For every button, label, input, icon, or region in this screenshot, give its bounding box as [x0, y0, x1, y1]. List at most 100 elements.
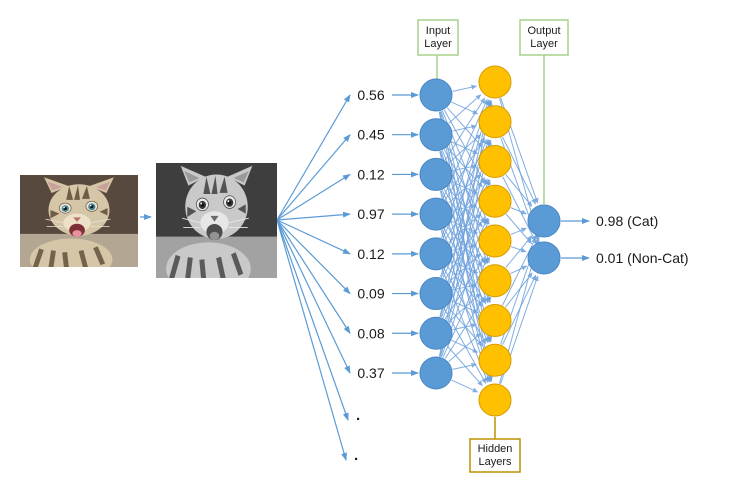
grayscale-cat-image [156, 163, 277, 278]
edge [443, 268, 487, 345]
edge [452, 164, 477, 172]
output-layer-box-line1: Output [527, 25, 560, 37]
layer-label-boxes: Input Layer Output Layer Hidden Layers [417, 19, 569, 473]
cat-body-stripes [168, 252, 244, 278]
input-value-label: 0.37 [357, 365, 384, 381]
edge [443, 109, 487, 186]
input-value-label: 0.08 [357, 325, 384, 341]
edge [501, 274, 537, 346]
cat-whiskers [45, 218, 111, 227]
edge [452, 323, 477, 331]
cat-tongue [72, 230, 82, 237]
edge [451, 101, 479, 115]
edge [510, 265, 528, 275]
hidden-layers-box-line2: Layers [478, 456, 512, 468]
edge [444, 296, 486, 359]
cat-body-stripes [32, 246, 106, 267]
edge [443, 189, 487, 265]
edge [438, 100, 493, 357]
edge [444, 97, 486, 161]
edge [446, 186, 483, 228]
cat-nose [210, 215, 219, 222]
input-value-label: 0.97 [357, 206, 384, 222]
input-node [419, 277, 453, 311]
input-value-label: 0.56 [357, 87, 384, 103]
hidden-node [478, 145, 512, 178]
edge [452, 283, 477, 291]
edge [452, 243, 477, 251]
fan-arrow [276, 219, 351, 295]
output-layer-box-label: Output Layer [527, 25, 560, 50]
input-value-label: 0.12 [357, 166, 384, 182]
edge [446, 147, 483, 188]
edge [439, 100, 492, 317]
edge [452, 124, 477, 132]
cat-eye-right [223, 195, 237, 209]
cat-tongue [209, 231, 220, 241]
fan-arrow [276, 211, 351, 221]
edge [452, 84, 477, 92]
input-node [419, 197, 453, 231]
cat-nose [73, 217, 81, 222]
edge [446, 107, 483, 148]
hidden-layers-box [469, 438, 521, 473]
label-connectors [436, 55, 545, 439]
fan-arrow [276, 219, 351, 335]
input-node [419, 78, 453, 112]
hidden-node [478, 184, 512, 218]
edge [443, 228, 487, 305]
hidden-node [478, 343, 512, 377]
edge [502, 176, 536, 242]
input-node [419, 237, 453, 271]
fan-arrow [276, 173, 351, 221]
color-cat-image [20, 175, 138, 267]
edge [439, 139, 492, 357]
output-layer-box [519, 19, 569, 56]
input-node [419, 316, 453, 350]
input-value-label: 0.09 [357, 286, 384, 302]
output-label-noncat: 0.01 (Non-Cat) [596, 250, 689, 266]
edge [452, 203, 477, 211]
input-value-label: 0.45 [357, 127, 384, 143]
hidden-node [478, 304, 512, 337]
cat-whiskers [182, 217, 249, 228]
hidden-node [478, 105, 512, 139]
edge [452, 362, 477, 370]
hidden-node [478, 383, 512, 417]
ellipsis-dot: . [356, 407, 360, 424]
fan-arrow [276, 219, 349, 421]
cat-eye-left [58, 202, 72, 214]
edge [505, 235, 533, 268]
edge [446, 345, 483, 387]
edge [443, 308, 487, 384]
output-label-cat: 0.98 (Cat) [596, 213, 658, 229]
hidden-node [478, 264, 512, 298]
input-layer-box [417, 19, 459, 56]
output-layer-box-line2: Layer [530, 38, 558, 50]
input-layer-box-label: Input Layer [424, 25, 452, 50]
cat-ear-left-inner [47, 181, 63, 191]
edge [510, 227, 527, 236]
cat-ear-right-inner [233, 171, 249, 183]
input-layer-box-line2: Layer [424, 38, 452, 50]
edge [505, 174, 533, 207]
pixel-value-labels: 0.56 0.45 0.12 0.97 0.12 0.09 0.08 0.37.. [354, 87, 419, 464]
edge [510, 246, 527, 253]
cat-eye-left [195, 197, 209, 212]
edge [443, 149, 487, 225]
hidden-layers-box-line1: Hidden [478, 443, 513, 455]
fan-arrow [276, 219, 351, 255]
output-node [527, 241, 561, 275]
edge [448, 332, 482, 363]
fan-arrow [276, 133, 351, 221]
cat-forehead-stripes [50, 185, 108, 219]
hidden-node [478, 224, 512, 258]
pixel-fanout-arrows [276, 94, 351, 461]
edge [448, 94, 482, 124]
edge [451, 379, 479, 393]
input-node [419, 157, 453, 191]
edge [502, 136, 537, 205]
edge [510, 207, 527, 215]
